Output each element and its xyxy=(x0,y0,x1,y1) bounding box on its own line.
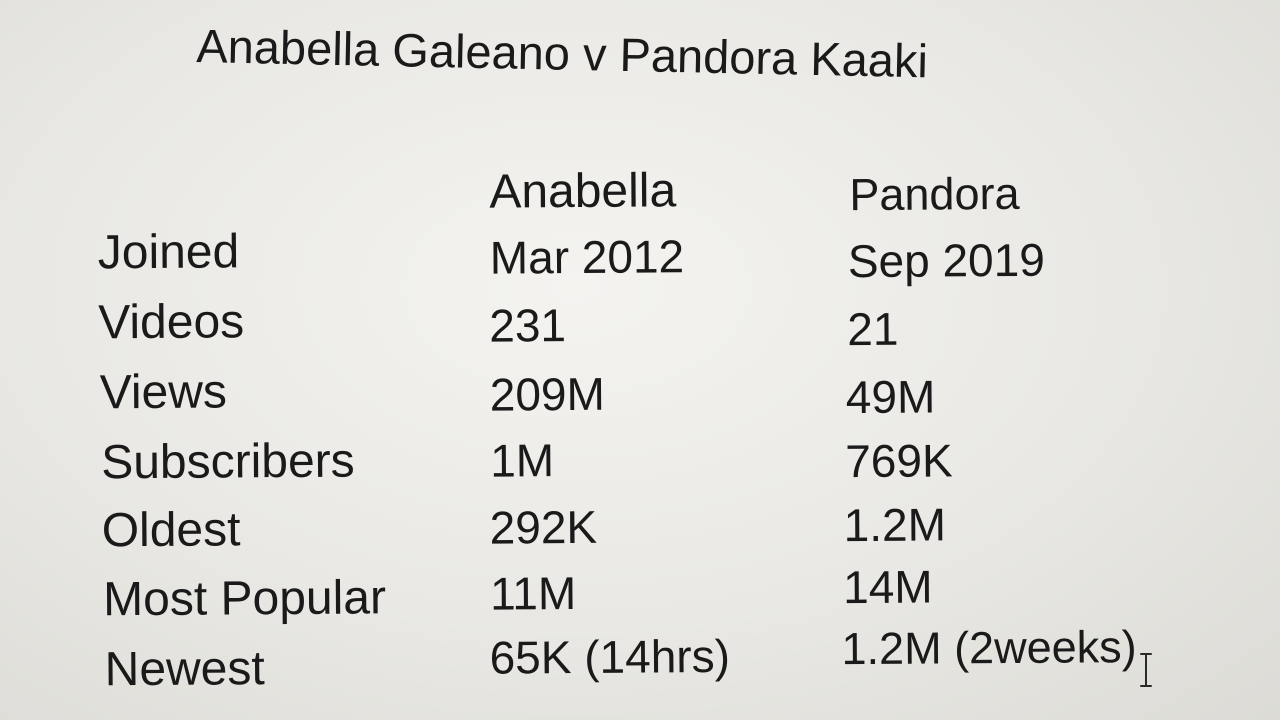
row-label-oldest: Oldest xyxy=(101,503,241,558)
row-label-subscribers: Subscribers xyxy=(101,434,355,490)
cell-pandora-oldest: 1.2M xyxy=(843,498,947,552)
cell-pandora-joined: Sep 2019 xyxy=(847,233,1045,288)
cell-anabella-oldest: 292K xyxy=(489,500,598,554)
row-label-joined: Joined xyxy=(97,225,240,280)
row-label-most-popular: Most Popular xyxy=(103,571,387,627)
cell-pandora-newest: 1.2M (2weeks) xyxy=(841,621,1137,675)
cell-pandora-views: 49M xyxy=(845,370,936,424)
row-label-newest: Newest xyxy=(104,642,265,697)
text-cursor-icon xyxy=(1140,653,1152,687)
row-label-videos: Videos xyxy=(98,295,245,350)
cell-pandora-subscribers: 769K xyxy=(845,434,953,488)
cell-anabella-subscribers: 1M xyxy=(490,434,555,487)
cell-pandora-most-popular: 14M xyxy=(842,560,933,614)
cell-pandora-videos: 21 xyxy=(847,302,899,356)
cell-anabella-joined: Mar 2012 xyxy=(489,230,685,284)
column-header-pandora: Pandora xyxy=(849,167,1020,221)
cell-anabella-newest: 65K (14hrs) xyxy=(489,629,731,684)
row-label-views: Views xyxy=(99,365,228,420)
cell-anabella-most-popular: 11M xyxy=(489,566,577,620)
cell-anabella-videos: 231 xyxy=(489,299,567,352)
column-header-anabella: Anabella xyxy=(489,164,677,219)
cell-anabella-views: 209M xyxy=(489,367,606,421)
